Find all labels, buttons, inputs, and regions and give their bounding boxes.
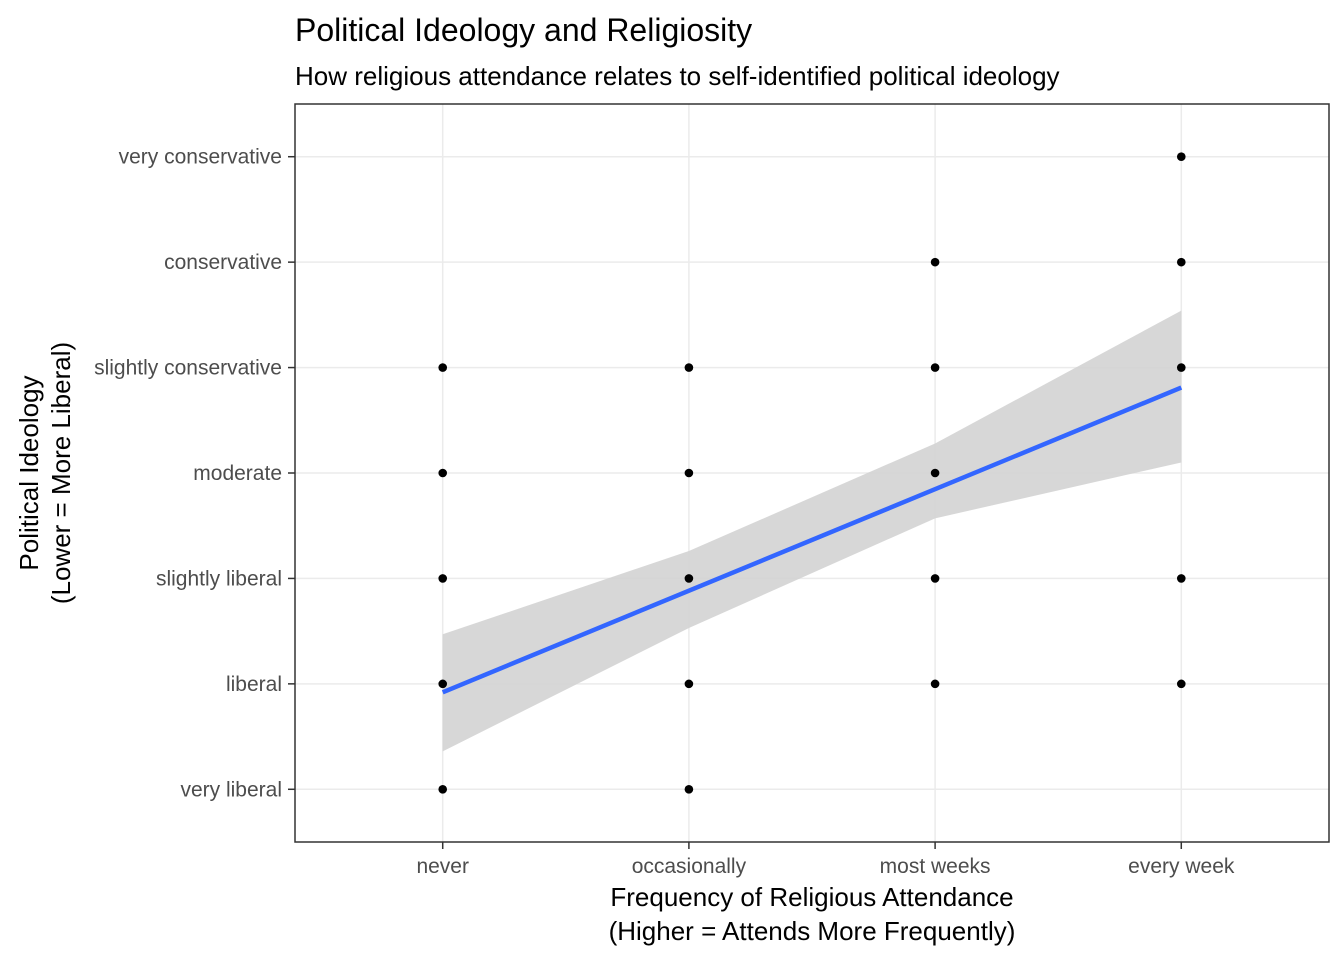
trend-line [441,385,1183,695]
data-point [438,468,448,478]
x-tick-label-occasionally: occasionally [632,855,747,878]
y-tick-label-moderate: moderate [193,462,282,485]
data-point [930,574,940,583]
y-axis-title-line-2: (Lower = More Liberal) [46,342,76,604]
data-point [1176,363,1186,372]
y-axis-title-line-1: Political Ideology [14,375,44,570]
data-point [930,363,940,372]
data-point [438,363,448,372]
data-point [684,679,694,689]
chart-title: Political Ideology and Religiosity [295,12,752,48]
data-point [684,784,694,794]
confidence-band [442,310,1182,752]
x-axis-title-line-1: Frequency of Religious Attendance [610,882,1013,912]
y-tick-label-conservative: conservative [164,251,282,274]
y-tick-label-slightly-conservative: slightly conservative [94,357,282,380]
x-tick-label-never: never [416,855,469,878]
y-tick-label-very-liberal: very liberal [180,778,282,801]
data-point [684,363,694,372]
data-point [438,784,448,794]
plot-panel [294,103,1330,843]
data-point [438,679,448,689]
data-point [930,468,940,478]
data-point [438,574,448,583]
data-point [930,679,940,689]
x-axis-title-line-2: (Higher = Attends More Frequently) [609,916,1016,946]
data-point [1176,257,1186,267]
y-axis: very liberal liberal slightly liberal moder… [94,146,295,801]
y-tick-label-very-conservative: very conservative [119,146,282,169]
y-axis-title: Political Ideology (Lower = More Liberal… [14,342,76,604]
chart-subtitle: How religious attendance relates to self… [295,61,1060,91]
x-tick-label-every-week: every week [1128,855,1235,878]
data-point [930,257,940,267]
data-point [684,468,694,478]
x-tick-label-most-weeks: most weeks [880,855,991,878]
y-tick-label-slightly-liberal: slightly liberal [156,567,282,590]
data-point [1176,679,1186,689]
y-tick-label-liberal: liberal [226,673,282,696]
data-point [1176,152,1186,162]
data-point [1176,574,1186,583]
x-axis: never occasionally most weeks every week [416,842,1235,878]
data-point [684,574,694,583]
data-points [438,152,1186,794]
